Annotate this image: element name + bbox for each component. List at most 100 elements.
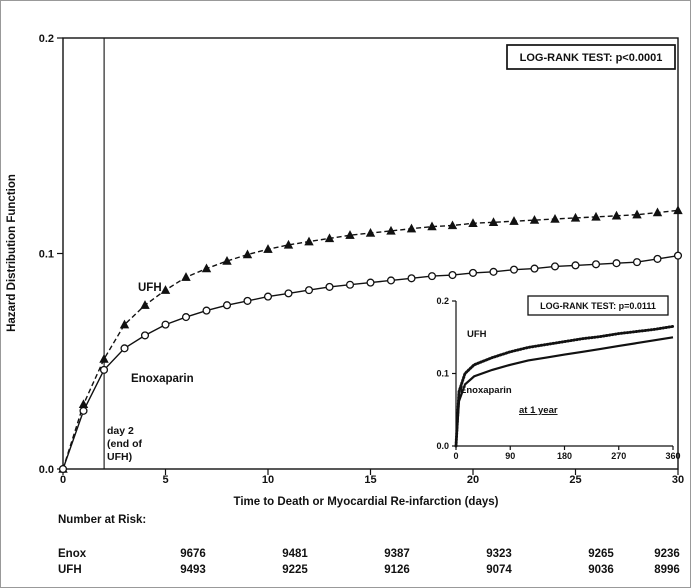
circle-marker (304, 286, 314, 295)
main-axis-ticks: 0 5 10 15 20 25 30 0.0 0.1 0.2 (39, 33, 684, 486)
circle-marker (366, 278, 375, 287)
logrank-box-main: LOG-RANK TEST: p<0.0001 (506, 44, 676, 70)
circle-marker (653, 254, 662, 263)
inset-enoxaparin-label: Enoxaparin (460, 385, 512, 396)
triangle-marker (673, 205, 683, 215)
x-tick-label: 20 (467, 474, 479, 486)
circle-marker (530, 264, 539, 273)
x-tick-label: 0 (453, 451, 458, 461)
circle-marker (222, 301, 232, 310)
triangle-marker (611, 210, 622, 220)
circle-marker (243, 296, 252, 305)
triangle-marker (652, 207, 663, 217)
circle-marker (140, 331, 150, 340)
enoxaparin-curve (454, 336, 674, 447)
y-tick-label: 0.2 (436, 296, 449, 306)
circle-marker (284, 289, 293, 298)
circle-marker (79, 406, 88, 415)
triangle-marker (488, 217, 499, 226)
triangle-marker (591, 211, 601, 221)
number-at-risk-table: Number at Risk: Enox 9676 9481 9387 9323… (1, 511, 690, 587)
risk-value: 9126 (384, 564, 410, 576)
risk-value: 9236 (654, 548, 680, 560)
day2-annotation: day 2 (end of UFH) (107, 425, 142, 463)
triangle-marker (570, 212, 581, 222)
x-tick-label: 10 (262, 474, 274, 486)
logrank-box-main-frame (506, 44, 676, 70)
x-tick-label: 15 (364, 474, 376, 486)
y-tick-label: 0.0 (436, 441, 449, 451)
risk-value: 9036 (588, 564, 614, 576)
triangle-marker (632, 209, 642, 219)
risk-value: 9323 (486, 548, 512, 560)
circle-marker (673, 251, 683, 260)
triangle-marker (283, 239, 294, 249)
circle-marker (263, 292, 273, 301)
x-tick-label: 180 (557, 451, 572, 461)
inset-ufh-label: UFH (467, 329, 487, 340)
circle-marker (489, 267, 498, 276)
circle-marker (468, 268, 478, 277)
table-row-ufh: UFH 9493 9225 9126 9074 9036 8996 (1, 564, 690, 578)
y-tick-label: 0.1 (39, 249, 54, 261)
circle-marker (58, 464, 68, 474)
circle-marker (632, 258, 642, 267)
circle-marker (407, 274, 416, 283)
circle-marker (448, 270, 457, 280)
triangle-marker (119, 319, 130, 329)
inset-at-1-year-label: at 1 year (519, 405, 558, 416)
risk-value: 9387 (384, 548, 410, 560)
inset-chart: 0 90 180 270 360 0.0 0.1 0.2 LOG-RANK TEST: p=0… (436, 295, 681, 461)
x-axis-title: Time to Death or Myocardial Re-infarctio… (234, 496, 499, 508)
y-axis-title: Hazard Distribution Function (6, 174, 18, 332)
circle-marker (591, 260, 601, 269)
triangle-marker (386, 225, 396, 235)
risk-row-label: Enox (58, 548, 87, 560)
enoxaparin-curve-label: Enoxaparin (131, 373, 194, 385)
x-tick-label: 30 (672, 474, 684, 486)
triangle-marker (447, 220, 458, 230)
triangle-marker (99, 354, 109, 363)
x-tick-label: 5 (162, 474, 168, 486)
x-tick-label: 90 (505, 451, 515, 461)
triangle-marker (365, 227, 376, 237)
day2-annotation-line3: UFH) (107, 451, 132, 463)
circle-marker (427, 272, 437, 281)
risk-value: 8996 (654, 564, 680, 576)
circle-marker (345, 280, 355, 289)
ufh-curve-label: UFH (138, 282, 162, 294)
plot-frame (62, 37, 679, 470)
circle-marker (571, 261, 580, 270)
triangle-marker (201, 263, 212, 273)
triangle-marker (427, 221, 437, 231)
triangle-marker (140, 300, 150, 309)
circle-marker (161, 320, 170, 329)
circle-marker (509, 265, 519, 274)
day2-annotation-line2: (end of (107, 438, 142, 450)
x-tick-label: 360 (665, 451, 680, 461)
risk-value: 9225 (282, 564, 308, 576)
inset-axis-ticks: 0 90 180 270 360 0.0 0.1 0.2 (436, 296, 680, 461)
risk-value: 9676 (180, 548, 206, 560)
triangle-marker (550, 213, 560, 223)
triangle-marker (345, 230, 355, 239)
triangle-marker (304, 236, 314, 246)
x-tick-label: 25 (569, 474, 581, 486)
day2-annotation-line1: day 2 (107, 425, 134, 437)
triangle-marker (242, 249, 253, 259)
risk-value: 9074 (486, 564, 512, 576)
triangle-marker (509, 216, 519, 225)
y-tick-label: 0.1 (436, 369, 449, 379)
circle-marker (386, 276, 396, 285)
circle-marker (181, 313, 191, 322)
logrank-inset-text: LOG-RANK TEST: p=0.0111 (540, 301, 656, 311)
triangle-marker (263, 244, 273, 253)
table-row-enox: Enox 9676 9481 9387 9323 9265 9236 (1, 548, 690, 562)
y-tick-label: 0.0 (39, 464, 54, 476)
triangle-marker (181, 272, 191, 281)
triangle-marker (529, 215, 540, 224)
logrank-box-inset-frame (527, 295, 669, 316)
inset-series (454, 324, 675, 448)
triangle-marker (468, 218, 478, 228)
